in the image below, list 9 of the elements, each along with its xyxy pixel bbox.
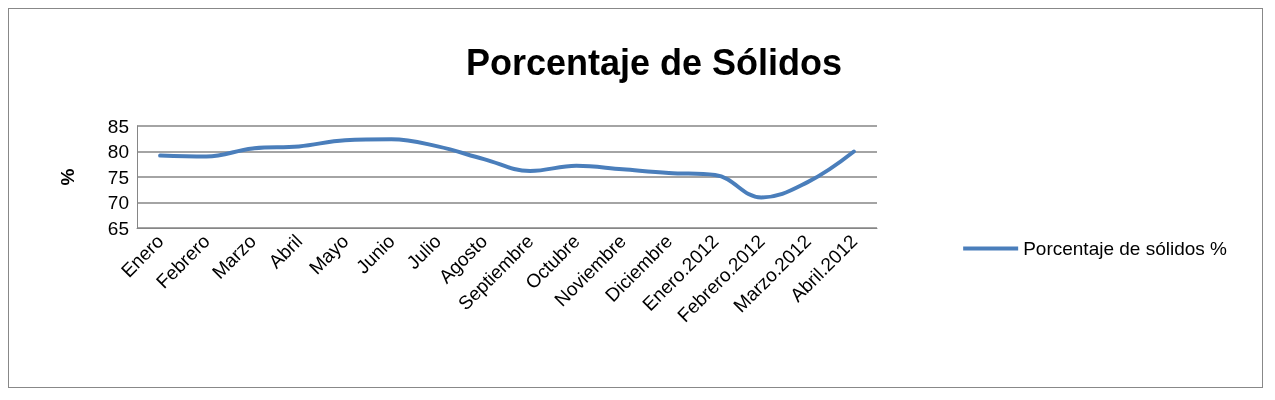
- legend-label: Porcentaje de sólidos %: [1023, 238, 1228, 259]
- y-tick-label: 85: [107, 115, 129, 137]
- y-axis-title: %: [57, 168, 78, 186]
- y-tick-label: 80: [107, 141, 129, 162]
- line-series: [158, 137, 856, 200]
- y-tick-label: 75: [107, 166, 129, 188]
- y-tick-label: 70: [107, 192, 129, 213]
- y-tick-label: 65: [107, 217, 129, 239]
- chart-title: Porcentaje de Sólidos: [465, 41, 843, 83]
